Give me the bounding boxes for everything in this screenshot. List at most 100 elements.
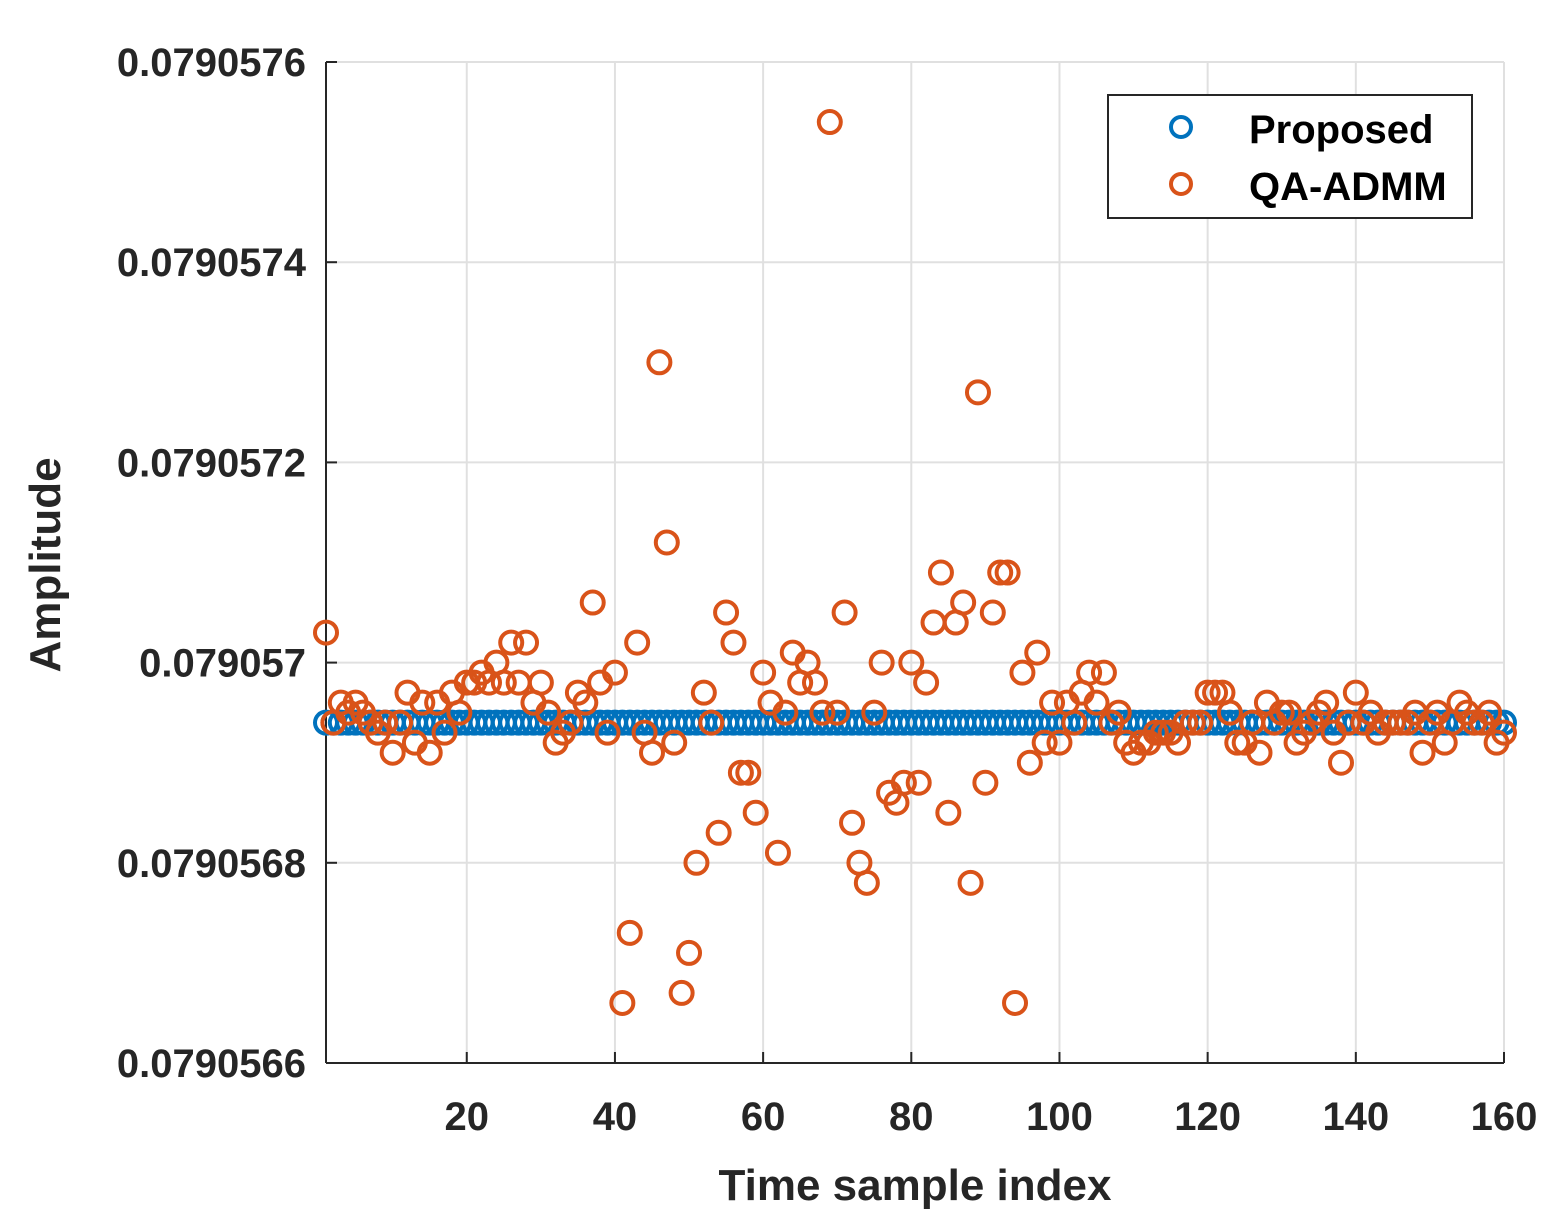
qa-admm-point xyxy=(513,629,540,656)
qa-admm-point xyxy=(898,649,925,676)
qa-admm-point xyxy=(416,739,443,766)
y-axis-title: Amplitude xyxy=(21,457,70,672)
legend-marker-qa-admm xyxy=(1169,172,1193,196)
qa-admm-point xyxy=(905,769,932,796)
qa-admm-point xyxy=(1083,689,1110,716)
qa-admm-point xyxy=(861,699,888,726)
qa-admm-point xyxy=(853,869,880,896)
qa-admm-point xyxy=(735,759,762,786)
qa-admm-point xyxy=(1216,699,1243,726)
qa-admm-point xyxy=(713,599,740,626)
x-tick-label: 100 xyxy=(1026,1095,1093,1139)
qa-admm-point xyxy=(750,659,777,686)
qa-admm-point xyxy=(601,659,628,686)
x-tick-label: 120 xyxy=(1174,1095,1241,1139)
x-tick-label: 20 xyxy=(445,1095,490,1139)
qa-admm-point xyxy=(1142,719,1169,746)
qa-admm-point xyxy=(498,629,525,656)
qa-admm-point xyxy=(1409,739,1436,766)
qa-admm-point xyxy=(1335,709,1362,736)
legend-box xyxy=(1107,94,1473,219)
qa-admm-point xyxy=(720,629,747,656)
qa-admm-point xyxy=(1105,699,1132,726)
qa-admm-point xyxy=(1179,709,1206,736)
legend-label-proposed: Proposed xyxy=(1249,108,1433,152)
qa-admm-point xyxy=(1039,689,1066,716)
qa-admm-point xyxy=(979,599,1006,626)
qa-admm-point xyxy=(387,709,414,736)
qa-admm-point xyxy=(616,919,643,946)
qa-admm-point xyxy=(557,709,584,736)
qa-admm-point xyxy=(831,599,858,626)
qa-admm-point xyxy=(653,529,680,556)
data-series xyxy=(313,109,1517,1016)
qa-admm-point xyxy=(705,819,732,846)
qa-admm-point xyxy=(1313,689,1340,716)
qa-admm-point xyxy=(913,669,940,696)
qa-admm-point xyxy=(809,699,836,726)
qa-admm-point xyxy=(409,689,436,716)
qa-admm-point xyxy=(935,799,962,826)
qa-admm-point xyxy=(683,849,710,876)
qa-admm-point xyxy=(1202,679,1229,706)
qa-admm-point xyxy=(1187,709,1214,736)
qa-admm-point xyxy=(816,109,843,136)
qa-admm-point xyxy=(668,979,695,1006)
legend: Proposed QA-ADMM xyxy=(1107,94,1473,219)
qa-admm-point xyxy=(727,759,754,786)
qa-admm-point xyxy=(698,709,725,736)
y-tick-label: 0.0790574 xyxy=(117,241,307,285)
qa-admm-point xyxy=(772,699,799,726)
x-axis-title: Time sample index xyxy=(719,1161,1112,1210)
qa-admm-point xyxy=(1276,699,1303,726)
axes xyxy=(325,61,1505,1064)
qa-admm-point xyxy=(1031,729,1058,756)
qa-admm-point xyxy=(1172,709,1199,736)
qa-admm-point xyxy=(638,739,665,766)
qa-admm-point xyxy=(742,799,769,826)
qa-admm-point xyxy=(1090,659,1117,686)
qa-admm-point xyxy=(1224,729,1251,756)
qa-admm-point xyxy=(1328,749,1355,776)
y-tick-label: 0.0790568 xyxy=(117,842,306,886)
qa-admm-point xyxy=(957,869,984,896)
x-tick-label: 140 xyxy=(1322,1095,1389,1139)
tick-labels: 20 40 60 80 100 120 140 160 0.0790566 0.0790568 0.… xyxy=(117,41,1537,1139)
qa-admm-point xyxy=(646,349,673,376)
qa-admm-point xyxy=(1379,709,1406,736)
qa-admm-point xyxy=(987,559,1014,586)
qa-admm-point xyxy=(950,589,977,616)
qa-admm-point xyxy=(1024,639,1051,666)
qa-admm-point xyxy=(839,809,866,836)
qa-admm-point xyxy=(1476,699,1503,726)
qa-admm-point xyxy=(1046,729,1073,756)
qa-admm-point xyxy=(372,709,399,736)
qa-admm-point xyxy=(868,649,895,676)
qa-admm-point xyxy=(1016,749,1043,776)
qa-admm-point xyxy=(594,719,621,746)
qa-admm-point xyxy=(572,689,599,716)
y-tick-label: 0.0790572 xyxy=(117,441,306,485)
x-tick-label: 160 xyxy=(1471,1095,1538,1139)
x-tick-label: 40 xyxy=(593,1095,638,1139)
qa-admm-point xyxy=(927,559,954,586)
qa-admm-point xyxy=(446,699,473,726)
qa-admm-point xyxy=(1268,699,1295,726)
x-tick-label: 80 xyxy=(889,1095,934,1139)
qa-admm-point xyxy=(535,699,562,726)
y-tick-label: 0.0790576 xyxy=(117,41,306,85)
qa-admm-point xyxy=(890,769,917,796)
qa-admm-point xyxy=(1061,709,1088,736)
qa-admm-point xyxy=(1246,739,1273,766)
qa-admm-point xyxy=(1194,679,1221,706)
qa-admm-point xyxy=(1076,659,1103,686)
qa-admm-point xyxy=(994,559,1021,586)
legend-marker-proposed xyxy=(1169,115,1193,139)
qa-admm-point xyxy=(676,939,703,966)
qa-admm-point xyxy=(661,729,688,756)
qa-admm-point xyxy=(579,589,606,616)
qa-admm-point xyxy=(1491,719,1517,746)
x-tick-label: 60 xyxy=(741,1095,786,1139)
qa-admm-point xyxy=(624,629,651,656)
